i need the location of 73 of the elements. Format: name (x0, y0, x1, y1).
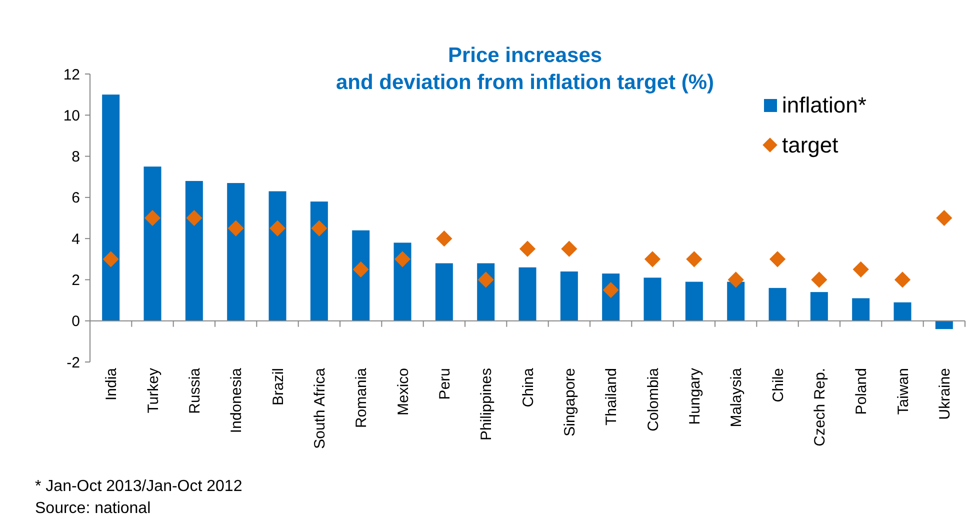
bar (518, 267, 536, 321)
bar (144, 166, 162, 321)
x-tick-label: Russia (186, 367, 204, 414)
bar (768, 288, 786, 321)
x-tick-label: Singapore (561, 368, 578, 436)
point (144, 210, 161, 226)
x-tick-label: Romania (353, 367, 370, 428)
point (228, 220, 244, 236)
x-tick-label: Mexico (394, 368, 412, 416)
bar (560, 271, 578, 321)
point (352, 261, 369, 278)
point (186, 210, 202, 226)
point (769, 251, 786, 268)
bar (935, 320, 953, 330)
bar (644, 278, 662, 321)
x-tick-label: Poland (853, 368, 870, 415)
bar (227, 183, 245, 321)
x-tick-label: Hungary (686, 368, 704, 425)
bar (810, 292, 828, 321)
legend-label: inflation* (782, 92, 867, 118)
y-tick-label: 8 (72, 148, 80, 166)
bar (435, 263, 453, 321)
bar (268, 191, 286, 321)
point (936, 210, 952, 226)
legend-label: target (782, 132, 838, 158)
x-tick-label: India (103, 367, 120, 401)
point (269, 220, 286, 236)
point (478, 272, 494, 288)
x-tick-label: Malaysia (728, 367, 746, 428)
bar (894, 302, 912, 321)
point (728, 272, 744, 288)
point (394, 251, 411, 268)
y-tick-label: 2 (72, 272, 80, 289)
point (561, 240, 578, 257)
y-tick-label: 6 (72, 190, 80, 207)
point (436, 230, 452, 247)
source-note: Source: national (35, 500, 151, 517)
x-tick-label: South Africa (311, 367, 328, 449)
y-tick-label: 4 (72, 230, 80, 248)
bar (185, 180, 203, 321)
point (852, 261, 869, 278)
point (894, 272, 911, 288)
bar (685, 282, 703, 321)
y-tick-label: 0 (72, 313, 80, 330)
x-tick-label: Taiwan (894, 368, 912, 415)
x-tick-label: Czech Rep. (811, 368, 828, 446)
point (644, 251, 661, 268)
y-tick-label: 10 (63, 107, 80, 124)
point (311, 220, 328, 236)
point (811, 272, 828, 288)
x-tick-label: China (520, 367, 537, 408)
x-tick-label: Turkey (144, 368, 162, 414)
x-tick-label: Peru (436, 368, 454, 400)
text: * Jan-Oct 2013/Jan-Oct 2012 (35, 478, 242, 495)
y-tick-label: -2 (66, 354, 80, 372)
x-tick-label: Brazil (270, 368, 287, 406)
x-tick-label: Philippines (478, 368, 496, 441)
point (686, 251, 702, 268)
bar (102, 94, 120, 321)
x-tick-label: Thailand (603, 368, 620, 426)
bar (852, 298, 870, 321)
chart-title: Price increases and deviation from inflation target (%) (336, 44, 714, 94)
y-tick-label: 12 (63, 66, 80, 84)
bar (310, 202, 328, 321)
bar (727, 282, 745, 321)
x-tick-label: Indonesia (228, 367, 246, 434)
x-tick-label: Ukraine (936, 368, 954, 420)
bar (352, 230, 370, 321)
x-tick-label: Chile (770, 368, 787, 402)
bar (394, 242, 412, 321)
point (519, 240, 536, 257)
x-tick-label: Colombia (644, 367, 662, 432)
point (102, 251, 119, 268)
